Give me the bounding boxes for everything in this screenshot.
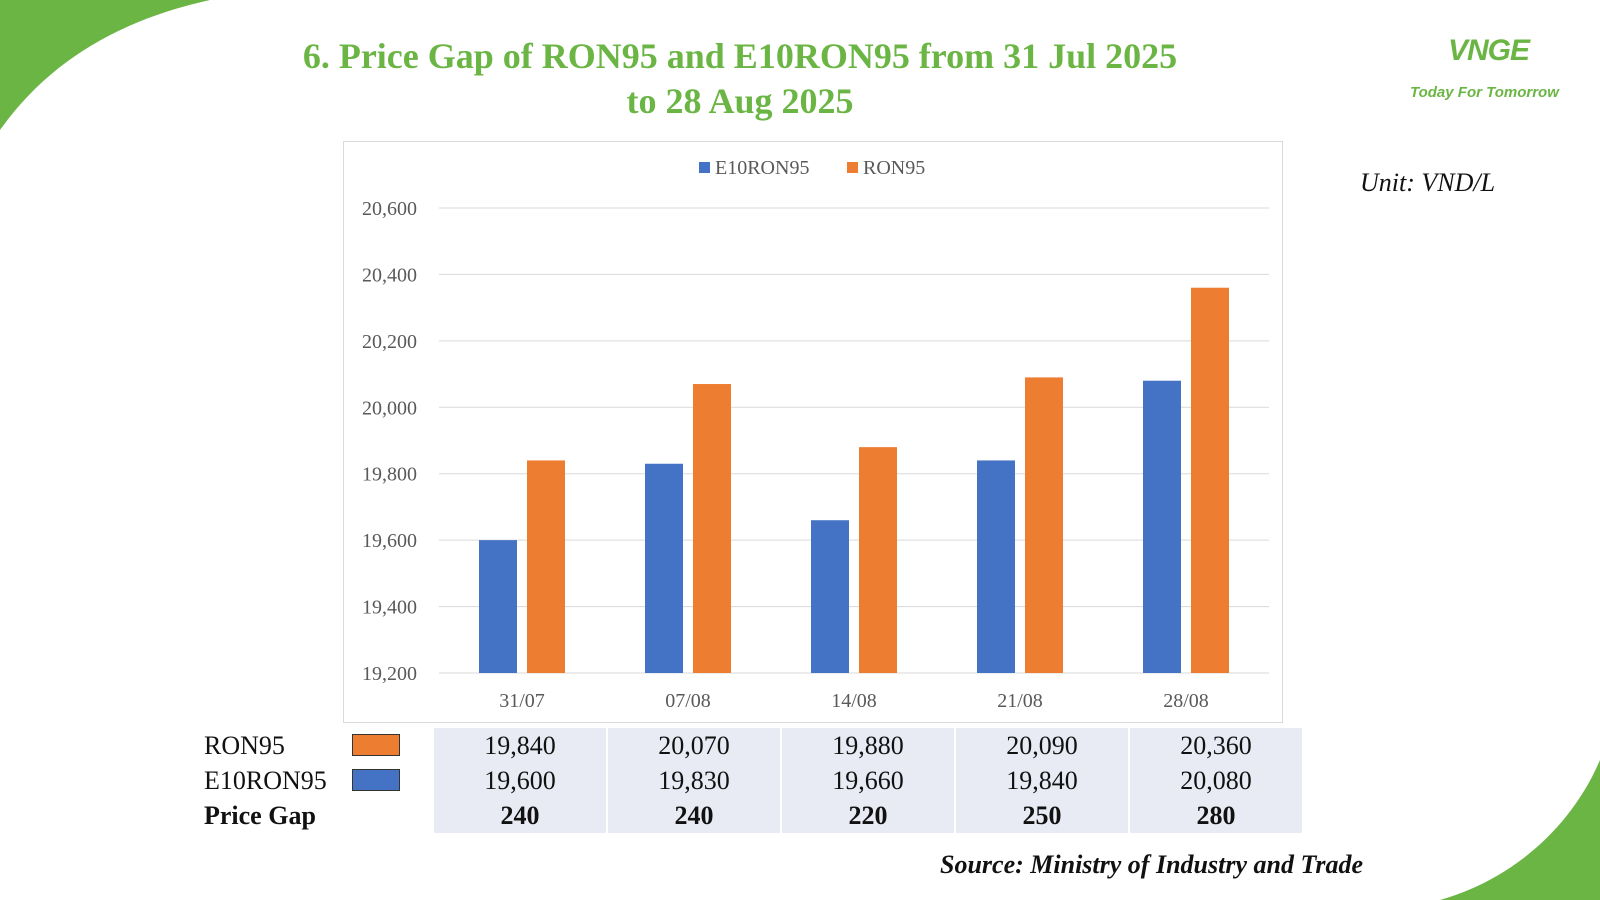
corner-decoration-top-left [0, 0, 210, 130]
table-row-e10ron95: E10RON95 19,600 19,830 19,660 19,840 20,… [204, 763, 1302, 798]
bar-e10ron95-31-07 [479, 540, 517, 673]
y-tick-label: 19,600 [362, 530, 417, 552]
x-tick-label: 28/08 [1163, 690, 1209, 712]
table-cell: 19,660 [782, 763, 954, 798]
y-tick-label: 19,800 [362, 464, 417, 486]
table-cell: 20,070 [608, 728, 780, 763]
x-tick-label: 14/08 [831, 690, 877, 712]
bar-ron95-14-08 [859, 447, 897, 673]
table-cell: 220 [782, 798, 954, 833]
row-label: E10RON95 [204, 765, 327, 795]
legend-marker-ron95 [847, 162, 858, 173]
chart-area: 19,200 19,400 19,600 19,800 20,000 20,200 20,4… [343, 141, 1283, 723]
data-table: RON95 19,840 20,070 19,880 20,090 20,360… [202, 728, 1304, 833]
bar-ron95-31-07 [527, 460, 565, 673]
table-cell: 250 [956, 798, 1128, 833]
page-title: 6. Price Gap of RON95 and E10RON95 from … [240, 34, 1240, 124]
table-row-ron95: RON95 19,840 20,070 19,880 20,090 20,360 [204, 728, 1302, 763]
y-tick-label: 20,400 [362, 264, 417, 286]
table-row-price-gap: Price Gap 240 240 220 250 280 [204, 798, 1302, 833]
corner-decoration-bottom-right [1440, 760, 1600, 900]
bar-e10ron95-21-08 [977, 460, 1015, 673]
y-tick-label: 19,400 [362, 597, 417, 619]
title-line-2: to 28 Aug 2025 [626, 81, 854, 121]
legend-label-ron95: RON95 [863, 157, 925, 179]
unit-label: Unit: VND/L [1360, 168, 1496, 197]
table-cell: 20,080 [1130, 763, 1302, 798]
table-cell: 20,090 [956, 728, 1128, 763]
bar-ron95-21-08 [1025, 377, 1063, 673]
x-tick-label: 21/08 [997, 690, 1043, 712]
table-cell: 240 [434, 798, 606, 833]
vnge-logo: VNGE Today For Tomorrow [1398, 20, 1588, 110]
logo-tagline: Today For Tomorrow [1410, 84, 1559, 101]
y-tick-label: 19,200 [362, 663, 417, 685]
table-cell: 19,840 [956, 763, 1128, 798]
legend-marker-e10ron95 [699, 162, 710, 173]
row-label: Price Gap [204, 800, 316, 830]
bar-e10ron95-28-08 [1143, 380, 1181, 673]
table-cell: 19,840 [434, 728, 606, 763]
legend-label-e10ron95: E10RON95 [715, 157, 809, 179]
table-cell: 19,600 [434, 763, 606, 798]
row-label: RON95 [204, 730, 285, 760]
table-cell: 19,830 [608, 763, 780, 798]
table-cell: 19,880 [782, 728, 954, 763]
bar-ron95-28-08 [1191, 287, 1229, 673]
y-tick-label: 20,000 [362, 397, 417, 419]
y-tick-label: 20,600 [362, 198, 417, 220]
bar-chart: 19,200 19,400 19,600 19,800 20,000 20,200 20,4… [362, 157, 1269, 712]
bar-ron95-07-08 [693, 384, 731, 673]
legend-swatch-ron95 [352, 734, 400, 756]
x-tick-label: 31/07 [499, 690, 545, 712]
table-cell: 280 [1130, 798, 1302, 833]
title-line-1: 6. Price Gap of RON95 and E10RON95 from … [302, 36, 1178, 76]
y-tick-label: 20,200 [362, 331, 417, 353]
legend-swatch-e10ron95 [352, 769, 400, 791]
bar-e10ron95-07-08 [645, 463, 683, 673]
x-tick-label: 07/08 [665, 690, 711, 712]
logo-mark: VNGE [1448, 34, 1530, 67]
source-note: Source: Ministry of Industry and Trade [940, 850, 1364, 879]
table-cell: 240 [608, 798, 780, 833]
bar-e10ron95-14-08 [811, 520, 849, 673]
table-cell: 20,360 [1130, 728, 1302, 763]
